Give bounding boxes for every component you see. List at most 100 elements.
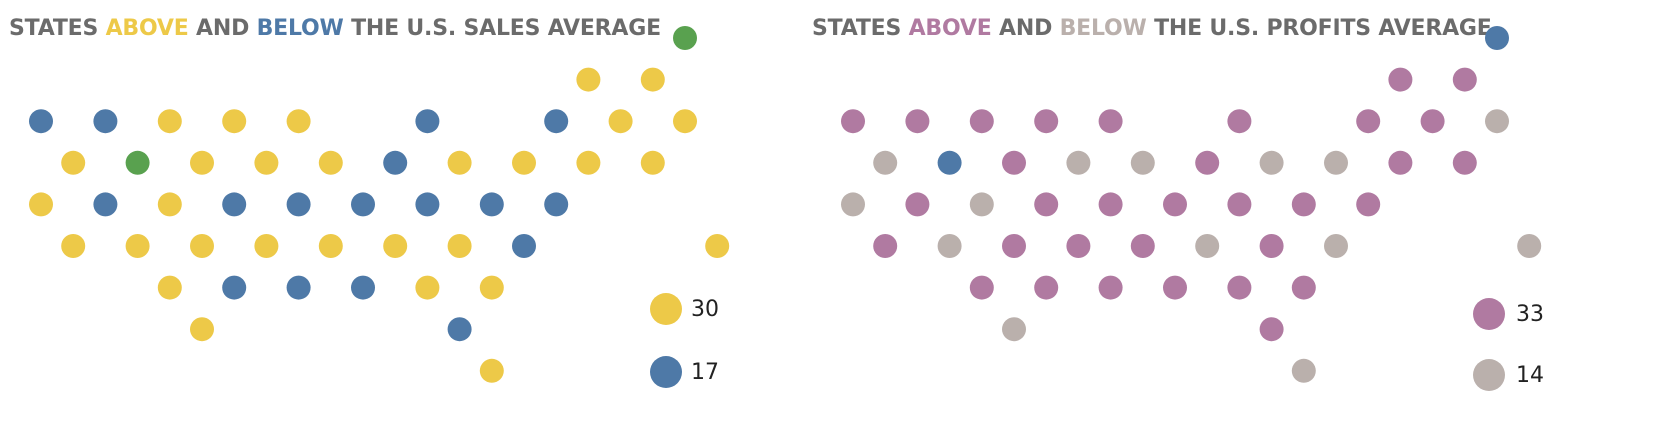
state-tile-below-43 [351, 275, 375, 300]
state-tile-above-21 [640, 150, 665, 175]
state-tile-below-38 [1324, 234, 1348, 258]
title-above-word: ABOVE [105, 16, 189, 41]
state-tile-above-12 [61, 150, 86, 175]
state-tile-above-48 [479, 358, 504, 383]
state-tile-above-19 [512, 150, 536, 175]
legend-above-dot [1473, 298, 1505, 330]
state-tile-above-7 [1098, 109, 1123, 134]
state-tile-above-1 [576, 67, 601, 92]
legend-below-count: 17 [691, 360, 719, 385]
state-tile-below-28 [415, 192, 440, 217]
state-tile-below-26 [286, 192, 311, 217]
state-tile-above-5 [969, 109, 994, 134]
state-tile-above-44 [415, 275, 440, 300]
legend-below-dot [1473, 359, 1505, 391]
title-below-word: BELOW [256, 16, 344, 41]
state-tile-above-36 [383, 234, 408, 258]
title-text-2: AND [188, 16, 257, 41]
state-tile-above-23 [905, 192, 930, 217]
state-tile-above-33 [1002, 234, 1026, 258]
state-tile-above-44 [1227, 275, 1252, 300]
state-tile-above-4 [905, 109, 930, 134]
state-tile-above-15 [254, 150, 279, 175]
state-tile-above-34 [1066, 234, 1091, 258]
state-tile-above-35 [318, 234, 343, 258]
state-tile-below-30 [544, 192, 569, 217]
state-tile-above-14 [190, 150, 214, 175]
state-tile-below-42 [286, 275, 311, 300]
state-tile-above-21 [1452, 150, 1477, 175]
state-tile-below-11 [1485, 109, 1509, 134]
state-tile-above-32 [125, 234, 150, 258]
legend-below-dot [650, 356, 682, 388]
title-text-3: THE U.S. SALES AVERAGE [343, 16, 661, 41]
state-tile-below-27 [351, 192, 375, 217]
state-tile-above-1 [1388, 67, 1413, 92]
state-tile-below-25 [222, 192, 247, 217]
state-tile-above-40 [969, 275, 994, 300]
state-tile-above-45 [479, 275, 504, 300]
profits-chart-title: STATES ABOVE AND BELOW THE U.S. PROFITS … [812, 16, 1492, 41]
profits-tile-map-panel: STATES ABOVE AND BELOW THE U.S. PROFITS … [812, 0, 1660, 434]
state-tile-above-22 [29, 192, 53, 217]
state-tile-below-46 [1002, 317, 1026, 342]
state-tile-above-20 [1388, 150, 1413, 175]
state-tile-below-15 [1066, 150, 1091, 175]
legend-above-dot [650, 293, 682, 325]
state-tile-above-10 [1420, 109, 1445, 134]
state-tile-above-10 [608, 109, 633, 134]
state-tile-above-46 [190, 317, 214, 342]
state-tile-above-2 [1452, 67, 1477, 92]
sales-tile-map [29, 26, 730, 383]
state-tile-above-42 [1098, 275, 1123, 300]
legend-above-count: 33 [1516, 302, 1544, 327]
title-text-1: STATES [9, 16, 106, 41]
state-tile-below-32 [937, 234, 962, 258]
state-tile-above-40 [157, 275, 182, 300]
state-tile-above-29 [1291, 192, 1316, 217]
title-below-word: BELOW [1059, 16, 1147, 41]
state-tile-below-36 [1195, 234, 1220, 258]
state-tile-above-6 [1034, 109, 1059, 134]
state-tile-below-48 [1291, 358, 1316, 383]
state-tile-above-28 [1227, 192, 1252, 217]
state-tile-blue-13 [937, 150, 962, 175]
state-tile-above-16 [318, 150, 343, 175]
sales-chart-title: STATES ABOVE AND BELOW THE U.S. SALES AV… [9, 16, 661, 41]
state-tile-above-25 [1034, 192, 1059, 217]
state-tile-above-37 [447, 234, 472, 258]
title-text-3: THE U.S. PROFITS AVERAGE [1146, 16, 1492, 41]
sales-tile-map-panel: STATES ABOVE AND BELOW THE U.S. SALES AV… [9, 16, 730, 388]
state-tile-below-3 [29, 109, 53, 134]
state-tile-below-24 [969, 192, 994, 217]
title-text-1: STATES [812, 16, 909, 41]
state-tile-none-0 [673, 26, 697, 50]
state-tile-above-20 [576, 150, 601, 175]
profits-tile-map [841, 26, 1542, 383]
state-tile-below-16 [1130, 150, 1155, 175]
legend-below-count: 14 [1516, 363, 1544, 388]
state-tile-below-41 [222, 275, 247, 300]
state-tile-below-23 [93, 192, 118, 217]
state-tile-below-39 [1517, 234, 1542, 258]
state-tile-below-22 [841, 192, 865, 217]
state-tile-below-19 [1324, 150, 1348, 175]
state-tile-above-43 [1163, 275, 1187, 300]
state-tile-above-5 [157, 109, 182, 134]
state-tile-above-47 [1259, 317, 1284, 342]
state-tile-above-26 [1098, 192, 1123, 217]
state-tile-above-30 [1356, 192, 1381, 217]
state-tile-below-17 [383, 150, 408, 175]
state-tile-below-4 [93, 109, 118, 134]
state-tile-none-13 [125, 150, 150, 175]
state-tile-above-14 [1002, 150, 1026, 175]
state-tile-above-3 [841, 109, 865, 134]
state-tile-above-33 [190, 234, 214, 258]
state-tile-above-45 [1291, 275, 1316, 300]
state-tile-above-34 [254, 234, 279, 258]
state-tile-below-8 [415, 109, 440, 134]
state-tile-above-2 [640, 67, 665, 92]
title-above-word: ABOVE [908, 16, 992, 41]
state-tile-above-18 [447, 150, 472, 175]
state-tile-above-37 [1259, 234, 1284, 258]
